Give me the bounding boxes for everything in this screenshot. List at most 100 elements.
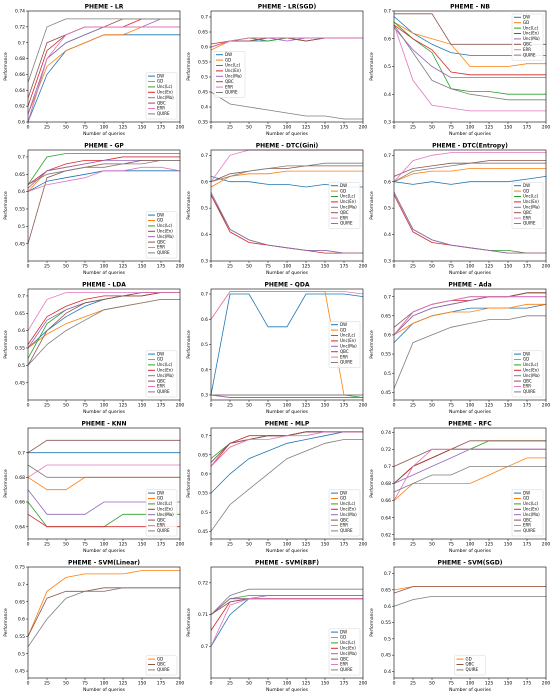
series-line xyxy=(393,303,546,336)
x-tick-label: 200 xyxy=(176,542,184,548)
y-axis-label: Performance xyxy=(3,469,9,498)
y-tick-label: 0.7 xyxy=(201,153,208,159)
y-tick-label: 0.55 xyxy=(15,346,25,352)
legend-label: QBC xyxy=(157,239,166,244)
series-line xyxy=(393,586,546,594)
legend-label: GD xyxy=(157,79,163,84)
y-tick-label: 0.6 xyxy=(384,333,391,339)
x-tick-label: 175 xyxy=(157,403,166,409)
x-tick-label: 0 xyxy=(27,542,30,548)
y-tick-label: 0.45 xyxy=(381,390,391,396)
x-tick-label: 75 xyxy=(448,542,454,548)
chart-title: PHEME - DTC(Gini) xyxy=(256,143,319,150)
x-tick-label: 125 xyxy=(302,681,311,687)
y-tick-label: 0.55 xyxy=(381,352,391,358)
x-axis-label: Number of queries xyxy=(449,270,492,276)
x-tick-label: 200 xyxy=(359,403,367,409)
legend-label: Unc(Lc) xyxy=(523,501,539,506)
legend-box xyxy=(328,182,361,229)
y-tick-label: 0.7 xyxy=(384,294,391,300)
legend-label: Unc(En) xyxy=(157,90,173,95)
plot-frame xyxy=(210,10,364,123)
legend-box xyxy=(213,51,246,98)
y-tick-label: 0.66 xyxy=(15,72,25,78)
x-tick-label: 50 xyxy=(63,542,69,548)
y-tick-label: 0.4 xyxy=(201,105,208,111)
legend-label: ERR xyxy=(523,47,531,52)
x-axis-label: Number of queries xyxy=(266,409,309,415)
x-tick-label: 25 xyxy=(410,264,416,270)
series-line xyxy=(393,457,546,501)
x-tick-label: 175 xyxy=(340,403,349,409)
chart-svg: PHEME - QDA 0 25 50 75 100 125 150 175 200 0.3 0.4 0… xyxy=(186,282,367,416)
x-axis-label: Number of queries xyxy=(266,270,309,276)
chart-panel: PHEME - SVM(SGD) 0 25 50 75 100 125 150 175 200 0.… xyxy=(368,558,550,696)
plot-frame xyxy=(393,566,547,679)
x-tick-label: 150 xyxy=(321,403,330,409)
x-tick-label: 100 xyxy=(466,542,475,548)
x-tick-label: 50 xyxy=(63,264,69,270)
x-tick-label: 75 xyxy=(448,681,454,687)
legend-box xyxy=(328,321,361,368)
x-tick-label: 50 xyxy=(429,125,435,131)
x-tick-label: 200 xyxy=(359,125,367,131)
legend-label: Unc(Lc) xyxy=(523,25,539,30)
x-tick-label: 75 xyxy=(448,125,454,131)
chart-title: PHEME - KNN xyxy=(82,421,127,428)
y-tick-label: 0.45 xyxy=(15,241,25,247)
chart-svg: PHEME - MLP 0 25 50 75 100 125 150 175 200 0.45 0.5… xyxy=(186,421,367,555)
x-axis-label: Number of queries xyxy=(83,409,126,415)
y-tick-label: 0.4 xyxy=(201,367,208,373)
chart-panel: PHEME - Ada 0 25 50 75 100 125 150 175 200 0.45 0.5… xyxy=(368,280,550,418)
y-tick-label: 0.6 xyxy=(384,36,391,42)
x-tick-label: 150 xyxy=(504,681,513,687)
chart-title: PHEME - LR xyxy=(85,4,124,11)
x-tick-label: 0 xyxy=(27,403,30,409)
legend-label: DW xyxy=(225,52,232,57)
legend-label: Unc(Ma) xyxy=(225,74,242,79)
series-line xyxy=(27,159,180,186)
x-tick-label: 50 xyxy=(63,403,69,409)
chart-svg: PHEME - SVM(Linear) 0 25 50 75 100 125 150 175 20… xyxy=(3,560,184,694)
y-axis-label: Performance xyxy=(186,191,192,220)
legend-label: Unc(Ma) xyxy=(523,373,540,378)
x-tick-label: 100 xyxy=(466,681,475,687)
y-tick-label: 0.72 xyxy=(198,580,208,586)
x-tick-label: 0 xyxy=(27,681,30,687)
chart-title: PHEME - RFC xyxy=(448,421,492,428)
y-tick-label: 0.6 xyxy=(384,604,391,610)
legend-label: Unc(En) xyxy=(340,199,356,204)
legend-label: QUIRE xyxy=(523,52,536,57)
series-line xyxy=(27,298,180,349)
series-line xyxy=(27,464,180,478)
series-line xyxy=(210,37,363,48)
x-tick-label: 175 xyxy=(523,681,532,687)
legend-label: QUIRE xyxy=(523,528,536,533)
legend-label: QUIRE xyxy=(466,667,479,672)
y-axis-label: Performance xyxy=(3,330,9,359)
legend-label: Unc(En) xyxy=(340,338,356,343)
y-axis-label: Performance xyxy=(186,52,192,81)
x-tick-label: 125 xyxy=(302,125,311,131)
series-line xyxy=(27,292,180,359)
series-line xyxy=(393,24,546,76)
y-tick-label: 0.6 xyxy=(18,617,25,623)
legend-label: Unc(En) xyxy=(157,507,173,512)
plot-frame xyxy=(210,288,364,401)
chart-svg: PHEME - DTC(Gini) 0 25 50 75 100 125 150 175 200 0… xyxy=(186,143,367,277)
series-line xyxy=(393,21,546,95)
x-tick-label: 200 xyxy=(542,125,550,131)
y-tick-label: 0.7 xyxy=(201,15,208,21)
y-axis-label: Performance xyxy=(369,52,375,81)
x-tick-label: 200 xyxy=(542,264,550,270)
series-line xyxy=(393,162,546,183)
x-tick-label: 25 xyxy=(227,403,233,409)
chart-svg: PHEME - KNN 0 25 50 75 100 125 150 175 200 0.64 0.6… xyxy=(3,421,184,555)
legend-box xyxy=(511,13,544,61)
x-tick-label: 125 xyxy=(119,264,128,270)
legend-label: QBC xyxy=(340,656,349,661)
x-axis-label: Number of queries xyxy=(266,131,309,137)
chart-panel: PHEME - SVM(Linear) 0 25 50 75 100 125 150 175 20… xyxy=(2,558,184,696)
chart-panel: PHEME - QDA 0 25 50 75 100 125 150 175 200 0.3 0.4 0… xyxy=(185,280,367,418)
y-tick-label: 0.7 xyxy=(384,9,391,15)
